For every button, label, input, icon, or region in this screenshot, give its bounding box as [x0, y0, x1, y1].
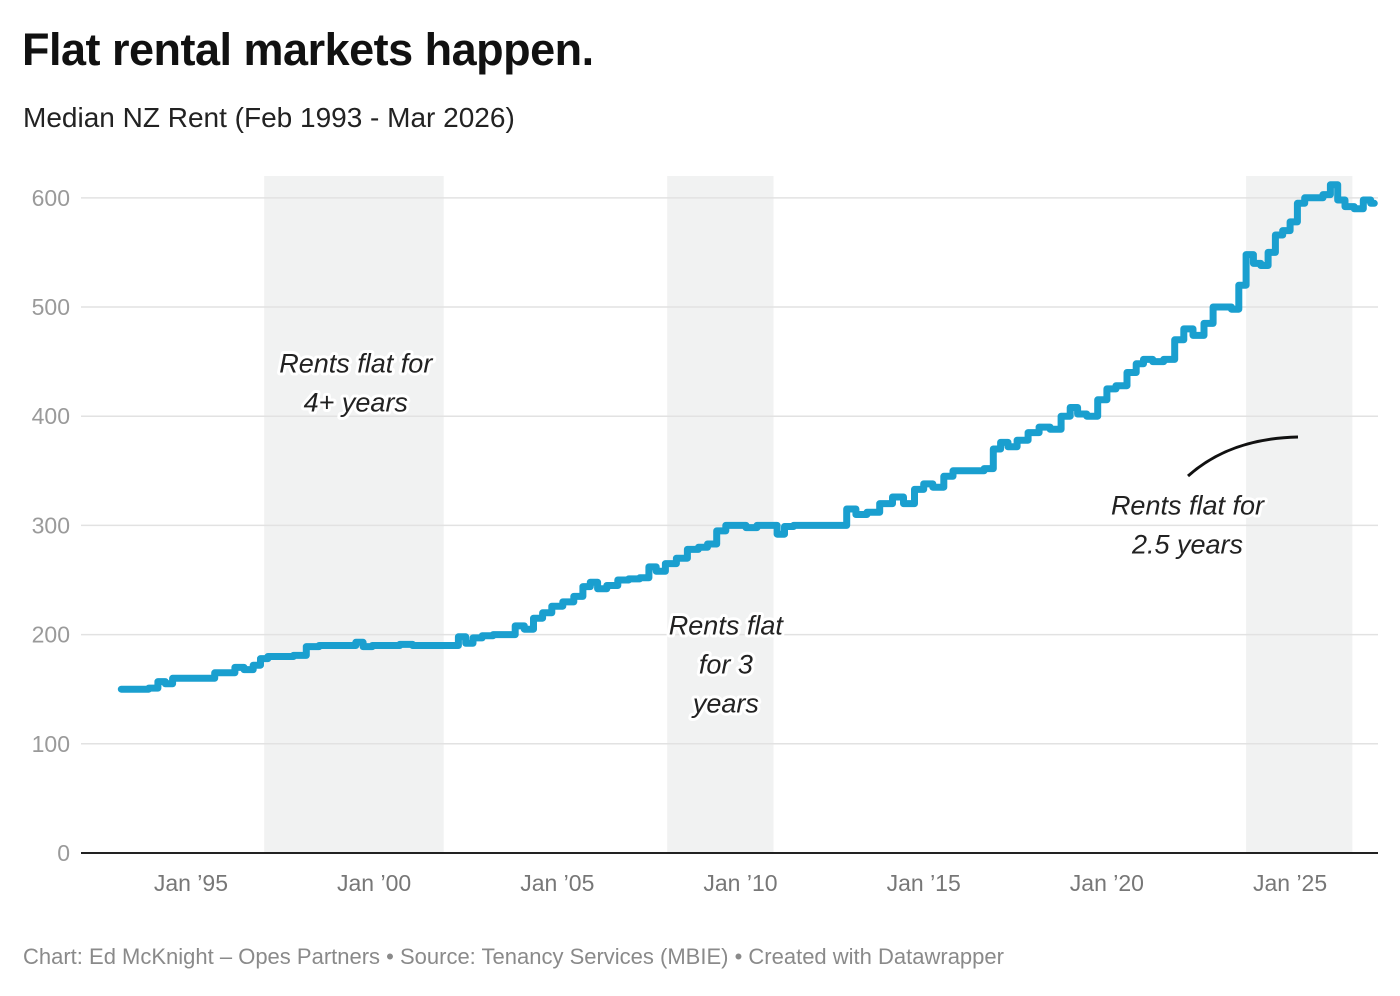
x-tick-label: Jan ’25	[1253, 870, 1327, 896]
x-axis-ticks: Jan ’95 Jan ’00 Jan ’05 Jan ’10 Jan ’15 Jan ’…	[154, 870, 1327, 896]
annotation-3-line-2: 2.5 years	[1131, 530, 1243, 560]
x-tick-label: Jan ’15	[887, 870, 961, 896]
shaded-band-3	[1246, 176, 1353, 853]
annotation-2-line-2: for 3	[699, 650, 753, 680]
x-tick-label: Jan ’05	[520, 870, 594, 896]
y-tick-label: 200	[32, 622, 70, 648]
annotation-2-line-3: years	[691, 689, 759, 719]
y-tick-label: 400	[32, 403, 70, 429]
y-tick-label: 500	[32, 294, 70, 320]
annotation-3-line-1: Rents flat for	[1111, 491, 1265, 521]
median-rent-line	[117, 181, 1378, 693]
chart-source-credit: Chart: Ed McKnight – Opes Partners • Sou…	[23, 944, 1004, 969]
annotation-2-line-1: Rents flat	[669, 611, 785, 641]
annotations: Rents flat for 4+ years Rents flat for 3 yea…	[276, 346, 1268, 722]
annotation-1-line-2: 4+ years	[304, 388, 408, 418]
chart-subtitle: Median NZ Rent (Feb 1993 - Mar 2026)	[23, 102, 515, 133]
x-tick-label: Jan ’20	[1070, 870, 1144, 896]
shaded-periods	[264, 176, 1353, 853]
x-tick-label: Jan ’95	[154, 870, 228, 896]
x-tick-label: Jan ’00	[337, 870, 411, 896]
annotation-connector	[1187, 435, 1299, 478]
shaded-band-1	[264, 176, 444, 853]
y-tick-label: 0	[57, 840, 70, 866]
shaded-band-2	[667, 176, 774, 853]
chart-title: Flat rental markets happen.	[22, 24, 594, 75]
x-tick-label: Jan ’10	[703, 870, 777, 896]
annotation-1-line-1: Rents flat for	[279, 349, 433, 379]
y-tick-label: 100	[32, 731, 70, 757]
y-tick-label: 300	[32, 512, 70, 538]
y-tick-label: 600	[32, 185, 70, 211]
y-axis-ticks: 0 100 200 300 400 500 600	[32, 185, 70, 866]
